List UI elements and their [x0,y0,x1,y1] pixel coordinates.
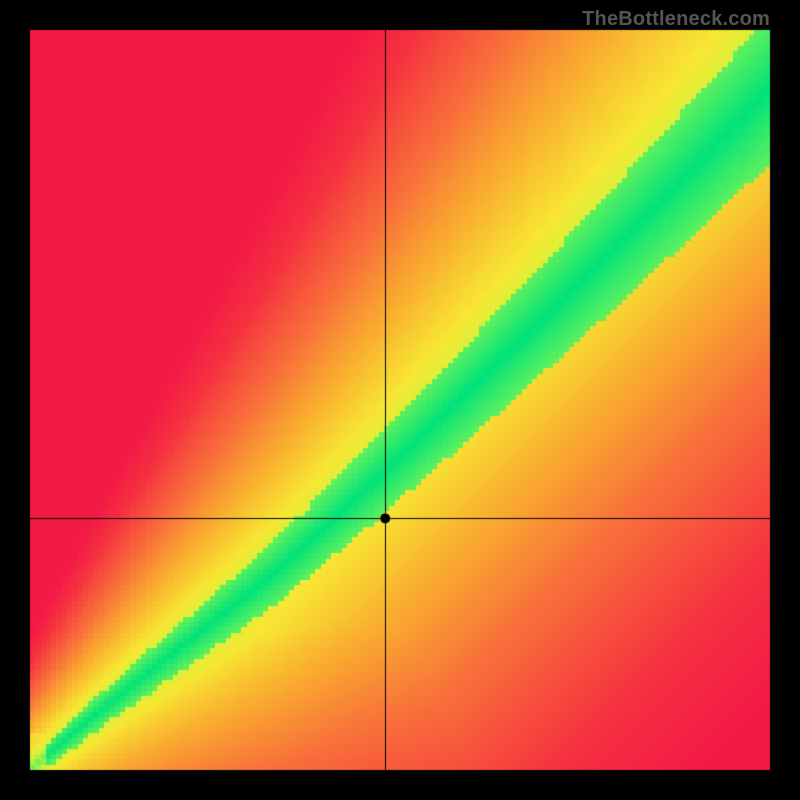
watermark-text: TheBottleneck.com [582,8,770,31]
chart-container: TheBottleneck.com [0,0,800,800]
bottleneck-heatmap-canvas [0,0,800,800]
